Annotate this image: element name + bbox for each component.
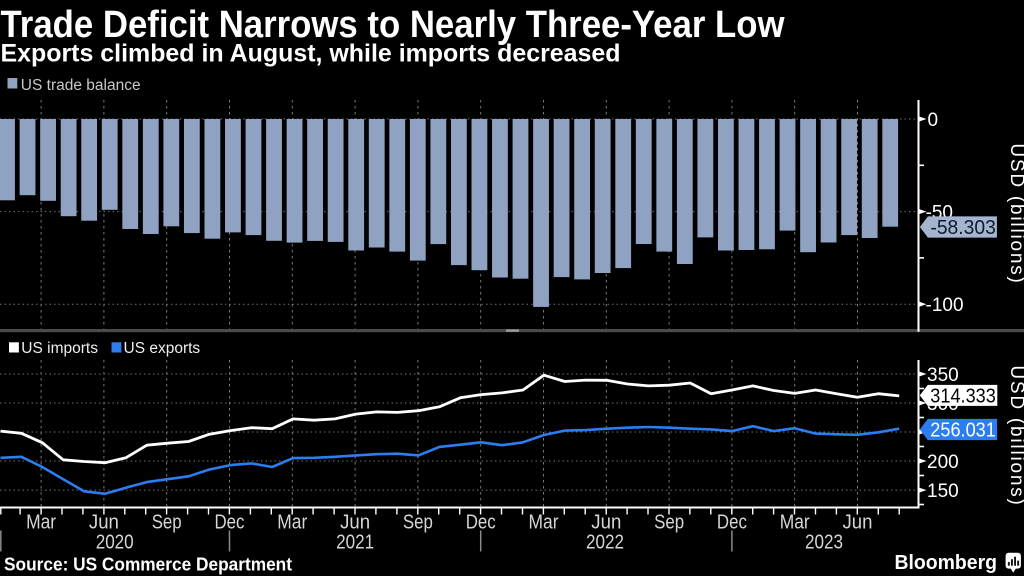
svg-text:Sep: Sep: [152, 512, 182, 534]
svg-text:USD (billions): USD (billions): [1006, 143, 1024, 284]
svg-text:-58.303: -58.303: [930, 217, 996, 239]
svg-text:US exports: US exports: [124, 340, 201, 357]
svg-text:Mar: Mar: [26, 512, 56, 534]
svg-text:Source: US Commerce Department: Source: US Commerce Department: [4, 555, 292, 575]
svg-text:Mar: Mar: [529, 512, 559, 534]
svg-text:256.031: 256.031: [930, 420, 996, 442]
svg-text:0: 0: [928, 110, 939, 131]
svg-text:2021: 2021: [336, 532, 374, 554]
svg-text:350: 350: [927, 365, 959, 386]
svg-text:Jun: Jun: [591, 512, 621, 534]
svg-text:Exports climbed in August, whi: Exports climbed in August, while imports…: [1, 40, 621, 68]
svg-text:Mar: Mar: [277, 512, 307, 534]
svg-text:Dec: Dec: [466, 512, 496, 534]
svg-text:Sep: Sep: [403, 512, 433, 534]
svg-text:USD (billions): USD (billions): [1006, 365, 1024, 506]
svg-text:Jun: Jun: [843, 512, 873, 534]
svg-text:Sep: Sep: [654, 512, 684, 534]
svg-text:Trade Deficit Narrows to Nearl: Trade Deficit Narrows to Nearly Three-Ye…: [1, 4, 785, 46]
svg-text:US imports: US imports: [21, 340, 98, 357]
svg-text:314.333: 314.333: [930, 385, 996, 407]
svg-text:US trade balance: US trade balance: [21, 77, 141, 94]
svg-text:Dec: Dec: [215, 512, 245, 534]
svg-text:Jun: Jun: [340, 512, 370, 534]
svg-text:2022: 2022: [586, 532, 624, 554]
svg-text:150: 150: [927, 481, 959, 502]
svg-text:Mar: Mar: [780, 512, 810, 534]
svg-text:2020: 2020: [96, 532, 134, 554]
svg-text:2023: 2023: [805, 532, 843, 554]
svg-text:Bloomberg: Bloomberg: [895, 551, 998, 574]
svg-text:-100: -100: [926, 295, 964, 316]
svg-text:200: 200: [927, 452, 959, 473]
svg-text:Dec: Dec: [717, 512, 747, 534]
svg-text:Jun: Jun: [89, 512, 119, 534]
